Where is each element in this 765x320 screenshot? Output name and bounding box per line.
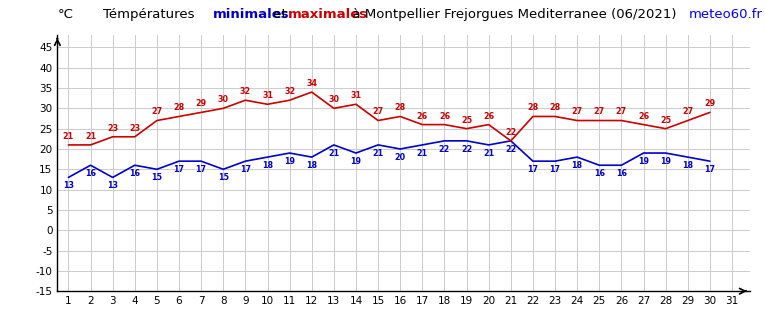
Text: 26: 26	[483, 112, 494, 121]
Text: 17: 17	[196, 165, 207, 174]
Text: 26: 26	[638, 112, 649, 121]
Text: 17: 17	[174, 165, 184, 174]
Text: 29: 29	[196, 99, 207, 108]
Text: 20: 20	[395, 153, 405, 162]
Text: 26: 26	[417, 112, 428, 121]
Text: 15: 15	[218, 173, 229, 182]
Text: 19: 19	[284, 157, 295, 166]
Text: 19: 19	[638, 157, 649, 166]
Text: maximales: maximales	[288, 8, 368, 21]
Text: 21: 21	[85, 132, 96, 141]
Text: 18: 18	[682, 161, 693, 170]
Text: 13: 13	[107, 181, 118, 190]
Text: 28: 28	[395, 103, 406, 112]
Text: 16: 16	[85, 169, 96, 178]
Text: 16: 16	[616, 169, 627, 178]
Text: 21: 21	[417, 149, 428, 158]
Text: °C: °C	[57, 8, 73, 21]
Text: 32: 32	[239, 87, 251, 96]
Text: 25: 25	[461, 116, 472, 124]
Text: 27: 27	[151, 108, 162, 116]
Text: 23: 23	[129, 124, 140, 133]
Text: 17: 17	[549, 165, 561, 174]
Text: 27: 27	[571, 108, 583, 116]
Text: 17: 17	[527, 165, 539, 174]
Text: 28: 28	[174, 103, 184, 112]
Text: Témpératures: Témpératures	[103, 8, 203, 21]
Text: 31: 31	[350, 91, 362, 100]
Text: 22: 22	[461, 145, 472, 154]
Text: 13: 13	[63, 181, 74, 190]
Text: 15: 15	[151, 173, 162, 182]
Text: 16: 16	[594, 169, 605, 178]
Text: 26: 26	[439, 112, 450, 121]
Text: meteo60.fr: meteo60.fr	[688, 8, 763, 21]
Text: 18: 18	[306, 161, 317, 170]
Text: 25: 25	[660, 116, 671, 124]
Text: 19: 19	[660, 157, 671, 166]
Text: 19: 19	[350, 157, 362, 166]
Text: 21: 21	[483, 149, 494, 158]
Text: 28: 28	[527, 103, 539, 112]
Text: 16: 16	[129, 169, 140, 178]
Text: 23: 23	[107, 124, 119, 133]
Text: 18: 18	[571, 161, 583, 170]
Text: 31: 31	[262, 91, 273, 100]
Text: 27: 27	[682, 108, 693, 116]
Text: 22: 22	[505, 128, 516, 137]
Text: et: et	[269, 8, 291, 21]
Text: 21: 21	[63, 132, 74, 141]
Text: 21: 21	[328, 149, 340, 158]
Text: 27: 27	[594, 108, 605, 116]
Text: 27: 27	[373, 108, 384, 116]
Text: 18: 18	[262, 161, 273, 170]
Text: minimales: minimales	[213, 8, 289, 21]
Text: à Montpellier Frejorgues Mediterranee (06/2021): à Montpellier Frejorgues Mediterranee (0…	[344, 8, 677, 21]
Text: 22: 22	[439, 145, 450, 154]
Text: 17: 17	[705, 165, 715, 174]
Text: 30: 30	[218, 95, 229, 104]
Text: 17: 17	[240, 165, 251, 174]
Text: 29: 29	[705, 99, 715, 108]
Text: 27: 27	[616, 108, 627, 116]
Text: 28: 28	[549, 103, 561, 112]
Text: 32: 32	[284, 87, 295, 96]
Text: 34: 34	[306, 79, 317, 88]
Text: 22: 22	[505, 145, 516, 154]
Text: 21: 21	[373, 149, 384, 158]
Text: 30: 30	[328, 95, 340, 104]
